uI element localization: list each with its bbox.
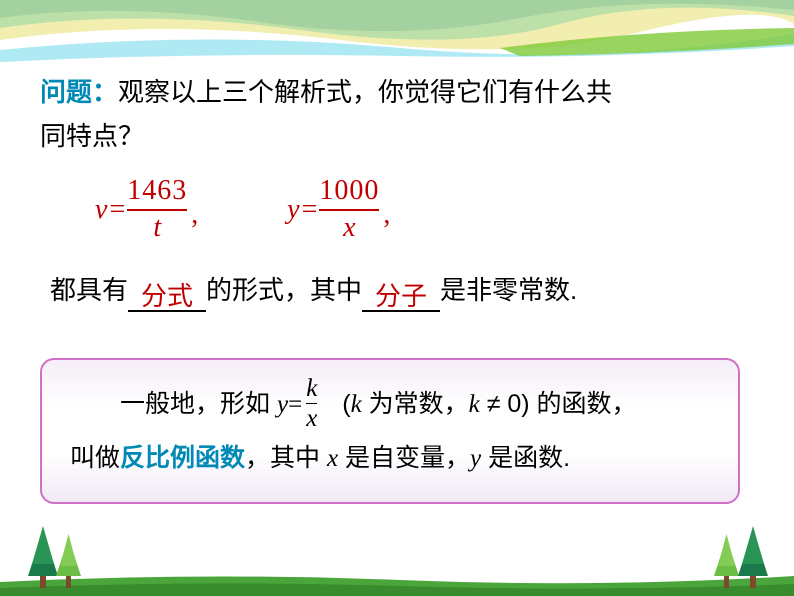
definition-box: 一般地，形如 y=kx (k 为常数，k ≠ 0) 的函数， 叫做反比例函数，其… xyxy=(40,358,740,504)
blank-2: 分子 xyxy=(362,278,440,312)
formula-1: v=1463t, xyxy=(95,176,198,244)
formula-2: y=1000x, xyxy=(287,176,390,244)
fill-blank-sentence: 都具有分式的形式，其中分子是非零常数. xyxy=(50,270,754,312)
question-label: 问题： xyxy=(40,77,118,107)
question-text-line2: 同特点？ xyxy=(40,114,754,158)
question-text: 问题：观察以上三个解析式，你觉得它们有什么共 xyxy=(40,70,754,114)
tree-right xyxy=(710,524,770,590)
tree-left xyxy=(24,524,84,590)
question-part1: 观察以上三个解析式，你觉得它们有什么共 xyxy=(118,77,612,107)
def-eq-lhs: y xyxy=(277,391,288,418)
bottom-ground xyxy=(0,568,794,596)
def-fraction: kx xyxy=(306,376,317,431)
slide-content: 问题：观察以上三个解析式，你觉得它们有什么共 同特点？ v=1463t, y=1… xyxy=(40,70,754,504)
top-wave-decoration xyxy=(0,0,794,70)
blank-1: 分式 xyxy=(128,278,206,312)
formula-row: v=1463t, y=1000x, xyxy=(95,176,754,246)
keyword-inverse-proportion: 反比例函数 xyxy=(120,444,245,472)
